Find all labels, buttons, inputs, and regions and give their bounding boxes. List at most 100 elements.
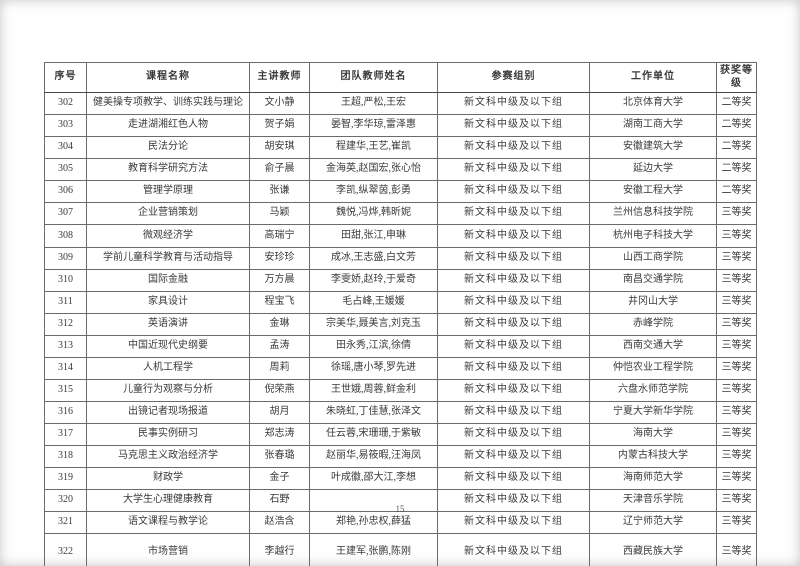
cell-serial-number: 311 xyxy=(44,291,87,314)
cell-work-unit: 海南大学 xyxy=(589,423,717,446)
cell-award-level: 三等奖 xyxy=(716,247,757,270)
cell-lead-teacher: 程宝飞 xyxy=(249,291,310,314)
cell-serial-number: 307 xyxy=(44,202,87,225)
cell-work-unit: 安徽工程大学 xyxy=(589,180,717,203)
cell-team-teachers: 田永秀,江滨,徐倩 xyxy=(309,335,438,358)
cell-team-teachers: 田甜,张江,申琳 xyxy=(309,224,438,248)
table-row: 322 市场营销 李越行 王建军,张鹏,陈刚 新文科中级及以下组 西藏民族大学 … xyxy=(44,533,757,566)
cell-course-name: 家具设计 xyxy=(86,291,250,314)
cell-award-level: 二等奖 xyxy=(716,136,757,159)
table-row: 308 微观经济学 高瑞宁 田甜,张江,申琳 新文科中级及以下组 杭州电子科技大… xyxy=(44,224,757,248)
cell-team-teachers: 朱晓虹,丁佳慧,张泽文 xyxy=(309,401,438,424)
cell-work-unit: 赤峰学院 xyxy=(589,313,717,336)
cell-course-name: 企业营销策划 xyxy=(86,202,250,225)
cell-work-unit: 内蒙古科技大学 xyxy=(589,445,717,468)
cell-serial-number: 318 xyxy=(44,445,87,468)
cell-competition-group: 新文科中级及以下组 xyxy=(437,401,590,424)
cell-work-unit: 宁夏大学新华学院 xyxy=(589,401,717,424)
cell-team-teachers: 郑艳,孙忠权,薛猛 xyxy=(309,511,438,534)
header-lead-teacher: 主讲教师 xyxy=(249,62,310,93)
cell-competition-group: 新文科中级及以下组 xyxy=(437,224,590,248)
cell-competition-group: 新文科中级及以下组 xyxy=(437,291,590,314)
cell-lead-teacher: 张谦 xyxy=(249,180,310,203)
table-row: 302 健美操专项教学、训练实践与理论 文小静 王超,严松,王宏 新文科中级及以… xyxy=(44,92,757,115)
cell-lead-teacher: 孟涛 xyxy=(249,335,310,358)
cell-serial-number: 321 xyxy=(44,511,87,534)
cell-team-teachers: 晏智,李华琼,雷泽惠 xyxy=(309,114,438,137)
cell-competition-group: 新文科中级及以下组 xyxy=(437,202,590,225)
cell-course-name: 民法分论 xyxy=(86,136,250,159)
cell-lead-teacher: 张春璐 xyxy=(249,445,310,468)
cell-award-level: 三等奖 xyxy=(716,269,757,292)
cell-award-level: 二等奖 xyxy=(716,92,757,115)
cell-lead-teacher: 郑志涛 xyxy=(249,423,310,446)
cell-award-level: 三等奖 xyxy=(716,467,757,490)
cell-course-name: 微观经济学 xyxy=(86,224,250,248)
cell-award-level: 三等奖 xyxy=(716,511,757,534)
cell-work-unit: 延边大学 xyxy=(589,158,717,181)
cell-course-name: 国际金融 xyxy=(86,269,250,292)
cell-course-name: 市场营销 xyxy=(86,533,250,566)
cell-work-unit: 南昌交通学院 xyxy=(589,269,717,292)
table-row: 321 语文课程与教学论 赵浩含 郑艳,孙忠权,薛猛 新文科中级及以下组 辽宁师… xyxy=(44,511,757,534)
cell-competition-group: 新文科中级及以下组 xyxy=(437,467,590,490)
cell-serial-number: 313 xyxy=(44,335,87,358)
cell-work-unit: 海南师范大学 xyxy=(589,467,717,490)
cell-competition-group: 新文科中级及以下组 xyxy=(437,92,590,115)
cell-team-teachers: 成冰,王志盛,白文芳 xyxy=(309,247,438,270)
page-number: 15 xyxy=(395,504,405,514)
cell-team-teachers: 王超,严松,王宏 xyxy=(309,92,438,115)
cell-work-unit: 山西工商学院 xyxy=(589,247,717,270)
course-award-table: 序号 课程名称 主讲教师 团队教师姓名 参赛组别 工作单位 获奖等级 302 健… xyxy=(44,62,757,566)
cell-competition-group: 新文科中级及以下组 xyxy=(437,379,590,402)
cell-serial-number: 322 xyxy=(44,533,87,566)
cell-competition-group: 新文科中级及以下组 xyxy=(437,335,590,358)
cell-team-teachers: 毛占峰,王媛媛 xyxy=(309,291,438,314)
cell-course-name: 教育科学研究方法 xyxy=(86,158,250,181)
cell-competition-group: 新文科中级及以下组 xyxy=(437,247,590,270)
cell-course-name: 民事实例研习 xyxy=(86,423,250,446)
cell-serial-number: 314 xyxy=(44,357,87,380)
cell-lead-teacher: 高瑞宁 xyxy=(249,224,310,248)
cell-serial-number: 304 xyxy=(44,136,87,159)
cell-course-name: 走进湖湘红色人物 xyxy=(86,114,250,137)
cell-lead-teacher: 金琳 xyxy=(249,313,310,336)
cell-work-unit: 仲恺农业工程学院 xyxy=(589,357,717,380)
cell-team-teachers: 王建军,张鹏,陈刚 xyxy=(309,533,438,566)
cell-course-name: 儿童行为观察与分析 xyxy=(86,379,250,402)
cell-course-name: 中国近现代史纲要 xyxy=(86,335,250,358)
cell-award-level: 二等奖 xyxy=(716,114,757,137)
cell-serial-number: 316 xyxy=(44,401,87,424)
cell-lead-teacher: 马颖 xyxy=(249,202,310,225)
cell-competition-group: 新文科中级及以下组 xyxy=(437,269,590,292)
header-serial-number: 序号 xyxy=(44,62,87,93)
cell-award-level: 三等奖 xyxy=(716,423,757,446)
cell-award-level: 三等奖 xyxy=(716,445,757,468)
cell-team-teachers: 徐瑶,唐小琴,罗先进 xyxy=(309,357,438,380)
cell-work-unit: 辽宁师范大学 xyxy=(589,511,717,534)
cell-serial-number: 319 xyxy=(44,467,87,490)
cell-course-name: 健美操专项教学、训练实践与理论 xyxy=(86,92,250,115)
cell-course-name: 人机工程学 xyxy=(86,357,250,380)
cell-team-teachers: 王世娥,周蓉,鲜金利 xyxy=(309,379,438,402)
cell-course-name: 出镜记者现场报道 xyxy=(86,401,250,424)
cell-serial-number: 309 xyxy=(44,247,87,270)
cell-lead-teacher: 文小静 xyxy=(249,92,310,115)
cell-award-level: 三等奖 xyxy=(716,335,757,358)
cell-serial-number: 302 xyxy=(44,92,87,115)
cell-lead-teacher: 胡月 xyxy=(249,401,310,424)
cell-serial-number: 312 xyxy=(44,313,87,336)
cell-lead-teacher: 金子 xyxy=(249,467,310,490)
cell-award-level: 三等奖 xyxy=(716,291,757,314)
table-row: 305 教育科学研究方法 俞子晨 金海英,赵国宏,张心怡 新文科中级及以下组 延… xyxy=(44,158,757,181)
cell-competition-group: 新文科中级及以下组 xyxy=(437,158,590,181)
cell-lead-teacher: 赵浩含 xyxy=(249,511,310,534)
cell-team-teachers: 任云蓉,宋珊珊,于紫敏 xyxy=(309,423,438,446)
cell-team-teachers: 李雯娇,赵玲,于爱奇 xyxy=(309,269,438,292)
cell-competition-group: 新文科中级及以下组 xyxy=(437,445,590,468)
cell-work-unit: 北京体育大学 xyxy=(589,92,717,115)
table-row: 316 出镜记者现场报道 胡月 朱晓虹,丁佳慧,张泽文 新文科中级及以下组 宁夏… xyxy=(44,401,757,424)
cell-lead-teacher: 李越行 xyxy=(249,533,310,566)
cell-team-teachers: 魏悦,冯烨,韩昕妮 xyxy=(309,202,438,225)
